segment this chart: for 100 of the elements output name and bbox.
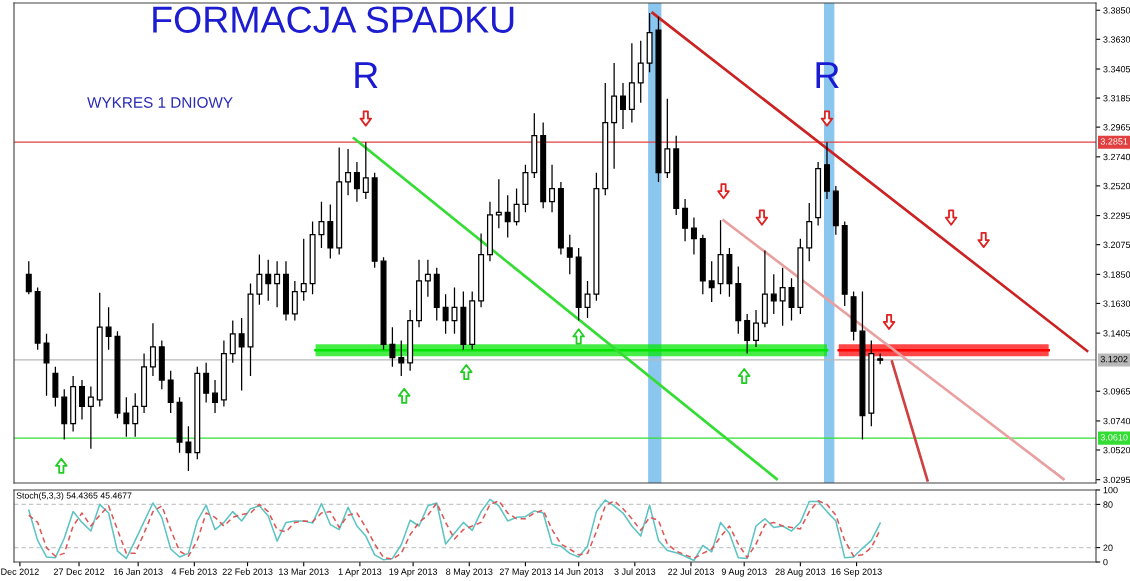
candlestick <box>451 286 458 335</box>
x-tick-label: 27 May 2013 <box>499 568 552 577</box>
candlestick <box>52 366 59 408</box>
candlestick <box>149 322 156 377</box>
candlestick <box>557 181 564 256</box>
y-tick-label: 3.2740 <box>1103 153 1130 161</box>
candlestick <box>158 339 165 390</box>
candlestick <box>549 164 556 213</box>
candlestick <box>753 309 760 348</box>
x-tick-label: 16 Jan 2013 <box>114 568 163 575</box>
candlestick <box>274 260 281 308</box>
candlestick <box>309 220 316 295</box>
candlestick <box>770 273 777 315</box>
chart-title: Stoch(5,3,3) 54.4365 45.4677 <box>16 492 132 501</box>
candlestick <box>806 202 813 262</box>
candlestick <box>602 82 609 196</box>
candlestick <box>664 98 671 179</box>
candlestick <box>699 234 706 295</box>
candlestick <box>628 42 635 124</box>
candlestick <box>416 259 423 328</box>
candlestick <box>655 16 662 183</box>
ref-line-label: 3.1202 <box>1100 355 1128 363</box>
candlestick <box>442 293 449 335</box>
candlestick <box>398 339 405 377</box>
y-tick-label: 3.2520 <box>1103 182 1130 190</box>
candlestick <box>265 259 272 302</box>
candlestick <box>540 121 547 209</box>
candlestick <box>176 396 183 454</box>
x-tick-label: Dec 2012 <box>1 568 39 575</box>
candlestick <box>850 290 857 342</box>
annotation: R <box>355 62 378 89</box>
candlestick <box>212 379 219 414</box>
candlestick <box>61 388 68 441</box>
x-tick-label: 14 Jun 2013 <box>554 568 604 575</box>
candlestick <box>105 306 112 351</box>
candlestick <box>868 339 875 427</box>
candlestick <box>25 260 32 295</box>
candlestick <box>832 185 839 236</box>
candlestick <box>726 247 733 298</box>
candlestick <box>735 265 742 335</box>
y-tick-label: 100 <box>1103 486 1118 494</box>
candlestick <box>238 317 245 392</box>
candlestick <box>291 280 298 322</box>
candlestick <box>593 172 600 302</box>
candlestick <box>229 319 236 364</box>
candlestick <box>486 201 493 262</box>
candlestick <box>841 220 848 307</box>
candlestick <box>859 290 866 441</box>
candlestick <box>424 259 431 298</box>
candlestick <box>70 375 77 433</box>
candlestick <box>478 232 485 308</box>
point <box>717 183 730 200</box>
candlestick <box>114 330 121 419</box>
x-tick-label: 19 Apr 2013 <box>389 568 438 577</box>
candlestick <box>495 178 502 229</box>
candlestick <box>682 198 689 242</box>
candlestick <box>708 260 715 303</box>
y-tick-label: 3.2075 <box>1103 241 1130 249</box>
candlestick <box>611 62 618 170</box>
x-tick-label: 3 Jul 2013 <box>614 568 656 575</box>
y-tick-label: 3.3630 <box>1103 36 1130 43</box>
chart-title: FORMACJA SPADKU <box>153 6 514 33</box>
candlestick <box>620 82 626 130</box>
candlestick <box>788 277 795 322</box>
text: WYKRES 1 DNIOWY <box>87 97 233 108</box>
candlestick <box>673 135 680 216</box>
candlestick <box>34 286 41 351</box>
ref-line-label: 3.2851 <box>1100 138 1128 145</box>
candlestick <box>797 238 804 315</box>
y-tick-label: 3.0965 <box>1103 388 1130 395</box>
candlestick <box>815 161 822 227</box>
candlestick <box>584 280 591 319</box>
candlestick <box>141 352 148 414</box>
candlestick <box>353 161 360 203</box>
y-tick-label: 0 <box>1103 558 1108 566</box>
candlestick <box>460 290 467 351</box>
y-tick-label: 3.0740 <box>1103 417 1130 425</box>
candlestick <box>513 187 520 227</box>
y-tick-label: 3.2295 <box>1103 212 1130 219</box>
y-tick-label: 3.1405 <box>1103 330 1130 337</box>
candlestick <box>167 370 174 414</box>
candlestick <box>247 282 254 377</box>
candlestick <box>779 267 786 327</box>
y-tick-label: 3.3405 <box>1103 65 1130 73</box>
ref-line-label: 3.0610 <box>1100 434 1128 441</box>
candlestick <box>282 260 289 322</box>
candlestick <box>79 379 85 421</box>
candlestick <box>185 425 192 472</box>
candlestick <box>87 385 94 450</box>
candlestick <box>132 392 139 438</box>
x-tick-label: 9 Aug 2013 <box>721 568 767 577</box>
candlestick <box>761 249 768 328</box>
point <box>755 209 769 226</box>
candlestick <box>194 366 201 460</box>
y-tick-label: 3.3185 <box>1103 95 1130 102</box>
y-tick-label: 3.1850 <box>1103 271 1130 278</box>
x-tick-label: 22 Feb 2013 <box>222 568 273 575</box>
candlestick <box>637 40 644 104</box>
candlestick <box>256 253 263 306</box>
point <box>397 387 411 404</box>
